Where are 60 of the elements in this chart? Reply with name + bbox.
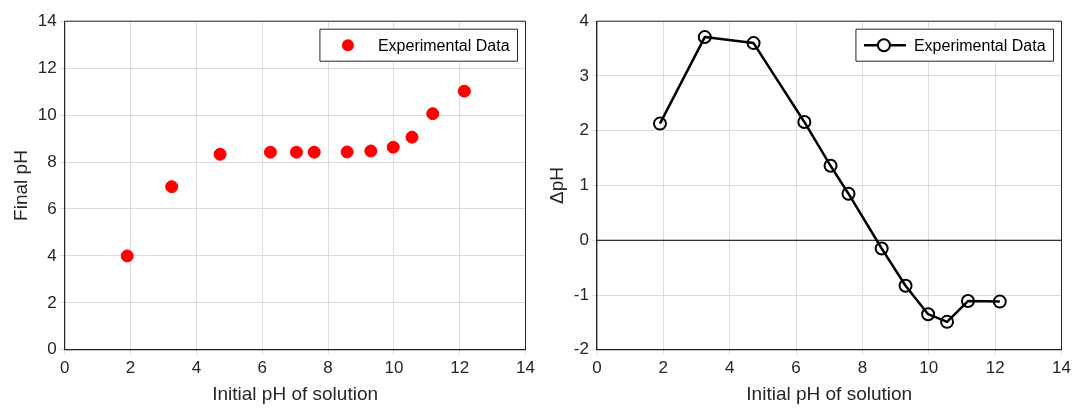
x-tick-label: 10 xyxy=(384,357,404,377)
point xyxy=(992,294,1007,309)
y-tick-label: 2 xyxy=(47,292,57,312)
y-tick-label: 2 xyxy=(579,120,589,140)
point xyxy=(960,294,975,309)
y-tick-label: -1 xyxy=(573,284,589,304)
legend-label: Experimental Data xyxy=(913,36,1046,54)
y-tick-label: 0 xyxy=(579,229,589,249)
x-tick-label: 4 xyxy=(724,357,735,377)
y-tick-label: 4 xyxy=(579,10,589,30)
y-tick-label: 6 xyxy=(47,198,57,218)
point xyxy=(340,145,354,159)
y-tick-label: 0 xyxy=(47,339,57,359)
point xyxy=(921,307,936,322)
x-tick-label: 8 xyxy=(857,357,868,377)
x-tick-label: 2 xyxy=(658,357,669,377)
point xyxy=(213,147,227,161)
x-tick-label: 6 xyxy=(257,357,267,377)
point xyxy=(697,30,712,45)
x-tick-label: 14 xyxy=(516,357,536,377)
x-tick-label: 4 xyxy=(191,357,202,377)
y-tick-label: 8 xyxy=(47,151,57,171)
point xyxy=(874,241,889,256)
legend-label: Experimental Data xyxy=(377,36,510,54)
point xyxy=(940,314,955,329)
point xyxy=(263,145,277,159)
point xyxy=(307,145,321,159)
y-axis-title: ΔpH xyxy=(545,167,567,204)
y-tick-label: -2 xyxy=(573,339,589,359)
point xyxy=(841,186,856,201)
point xyxy=(898,278,913,293)
x-tick-label: 12 xyxy=(450,357,470,377)
x-tick-label: 8 xyxy=(323,357,333,377)
x-tick-label: 12 xyxy=(985,357,1005,377)
point xyxy=(457,84,471,98)
point xyxy=(386,140,400,154)
point xyxy=(823,158,838,173)
y-tick-label: 4 xyxy=(47,245,57,265)
point xyxy=(289,145,303,159)
x-tick-label: 14 xyxy=(1052,357,1072,377)
point xyxy=(120,249,134,263)
point xyxy=(165,180,179,194)
point xyxy=(364,144,378,158)
y-tick-label: 10 xyxy=(37,104,57,124)
y-tick-label: 3 xyxy=(579,65,589,85)
x-tick-label: 10 xyxy=(919,357,939,377)
y-tick-label: 14 xyxy=(37,10,57,30)
y-tick-label: 12 xyxy=(37,57,57,77)
x-tick-label: 2 xyxy=(125,357,136,377)
y-tick-label: 1 xyxy=(579,175,589,195)
point xyxy=(426,107,440,121)
point xyxy=(746,36,761,51)
x-tick-label: 0 xyxy=(592,357,602,377)
point xyxy=(405,130,419,144)
x-axis-title: Initial pH of solution xyxy=(212,382,379,404)
point xyxy=(797,114,812,129)
x-axis-title: Initial pH of solution xyxy=(746,382,913,404)
x-tick-label: 6 xyxy=(791,357,801,377)
point xyxy=(652,116,667,131)
y-axis-title: Final pH xyxy=(9,150,31,221)
